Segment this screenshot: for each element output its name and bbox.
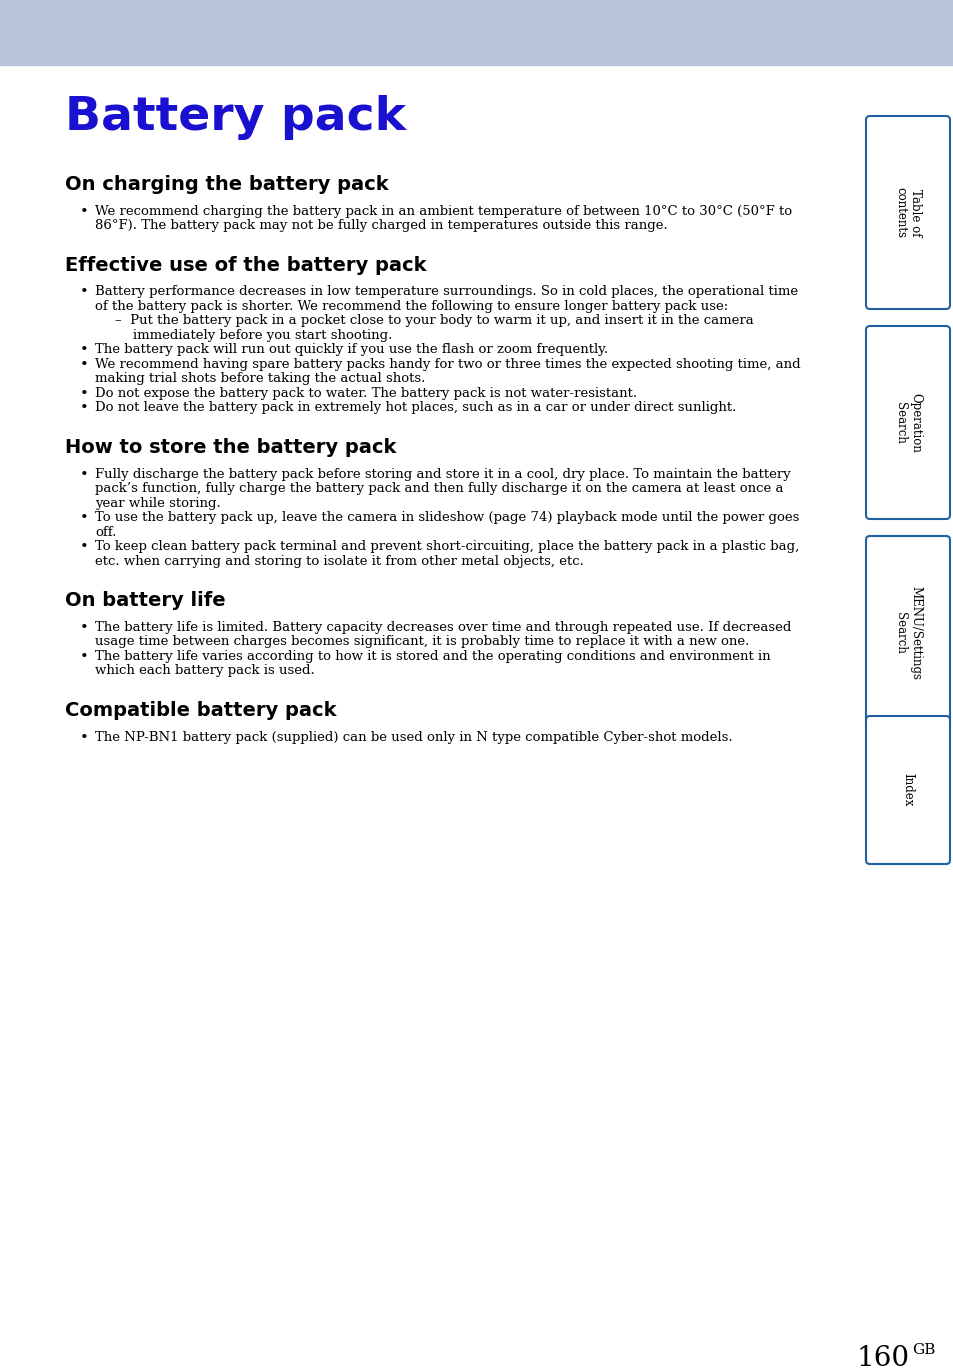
Bar bbox=[0, 0, 953, 64]
Text: The battery life is limited. Battery capacity decreases over time and through re: The battery life is limited. Battery cap… bbox=[95, 620, 791, 634]
Text: To keep clean battery pack terminal and prevent short-circuiting, place the batt: To keep clean battery pack terminal and … bbox=[95, 541, 799, 553]
Text: We recommend having spare battery packs handy for two or three times the expecte: We recommend having spare battery packs … bbox=[95, 357, 800, 371]
Text: •: • bbox=[80, 468, 89, 482]
Text: Table of
contents: Table of contents bbox=[893, 188, 921, 238]
FancyBboxPatch shape bbox=[865, 326, 949, 519]
Text: usage time between charges becomes significant, it is probably time to replace i: usage time between charges becomes signi… bbox=[95, 635, 749, 649]
Text: •: • bbox=[80, 285, 89, 300]
Text: which each battery pack is used.: which each battery pack is used. bbox=[95, 664, 314, 678]
Text: off.: off. bbox=[95, 526, 116, 538]
Text: 160: 160 bbox=[856, 1344, 909, 1369]
Text: •: • bbox=[80, 620, 89, 635]
Text: etc. when carrying and storing to isolate it from other metal objects, etc.: etc. when carrying and storing to isolat… bbox=[95, 554, 583, 568]
Text: •: • bbox=[80, 731, 89, 745]
Text: •: • bbox=[80, 205, 89, 219]
FancyBboxPatch shape bbox=[865, 537, 949, 730]
FancyBboxPatch shape bbox=[865, 716, 949, 864]
Text: •: • bbox=[80, 344, 89, 357]
Text: •: • bbox=[80, 511, 89, 526]
Text: pack’s function, fully charge the battery pack and then fully discharge it on th: pack’s function, fully charge the batter… bbox=[95, 482, 782, 496]
Text: The NP-BN1 battery pack (supplied) can be used only in N type compatible Cyber-s: The NP-BN1 battery pack (supplied) can b… bbox=[95, 731, 732, 743]
Text: 86°F). The battery pack may not be fully charged in temperatures outside this ra: 86°F). The battery pack may not be fully… bbox=[95, 219, 667, 233]
Text: year while storing.: year while storing. bbox=[95, 497, 220, 509]
Text: Battery pack: Battery pack bbox=[65, 94, 406, 140]
Text: Battery performance decreases in low temperature surroundings. So in cold places: Battery performance decreases in low tem… bbox=[95, 285, 798, 298]
FancyBboxPatch shape bbox=[865, 116, 949, 309]
Text: MENU/Settings
Search: MENU/Settings Search bbox=[893, 586, 921, 679]
Text: Index: Index bbox=[901, 773, 914, 806]
Text: of the battery pack is shorter. We recommend the following to ensure longer batt: of the battery pack is shorter. We recom… bbox=[95, 300, 727, 314]
Text: •: • bbox=[80, 650, 89, 664]
Text: We recommend charging the battery pack in an ambient temperature of between 10°C: We recommend charging the battery pack i… bbox=[95, 205, 791, 218]
Text: Fully discharge the battery pack before storing and store it in a cool, dry plac: Fully discharge the battery pack before … bbox=[95, 468, 790, 481]
Text: Effective use of the battery pack: Effective use of the battery pack bbox=[65, 256, 426, 275]
Text: GB: GB bbox=[911, 1343, 934, 1357]
Text: –  Put the battery pack in a pocket close to your body to warm it up, and insert: – Put the battery pack in a pocket close… bbox=[115, 315, 753, 327]
Text: •: • bbox=[80, 387, 89, 401]
Text: Do not expose the battery pack to water. The battery pack is not water-resistant: Do not expose the battery pack to water.… bbox=[95, 387, 637, 400]
Text: Operation
Search: Operation Search bbox=[893, 393, 921, 452]
Text: •: • bbox=[80, 401, 89, 415]
Text: making trial shots before taking the actual shots.: making trial shots before taking the act… bbox=[95, 372, 425, 386]
Text: On battery life: On battery life bbox=[65, 591, 226, 611]
Text: On charging the battery pack: On charging the battery pack bbox=[65, 175, 388, 194]
Text: To use the battery pack up, leave the camera in slideshow (page 74) playback mod: To use the battery pack up, leave the ca… bbox=[95, 511, 799, 524]
Text: Do not leave the battery pack in extremely hot places, such as in a car or under: Do not leave the battery pack in extreme… bbox=[95, 401, 736, 415]
Text: •: • bbox=[80, 357, 89, 372]
Text: The battery pack will run out quickly if you use the flash or zoom frequently.: The battery pack will run out quickly if… bbox=[95, 344, 608, 356]
Text: Compatible battery pack: Compatible battery pack bbox=[65, 701, 336, 720]
Text: immediately before you start shooting.: immediately before you start shooting. bbox=[132, 329, 392, 342]
Text: The battery life varies according to how it is stored and the operating conditio: The battery life varies according to how… bbox=[95, 650, 770, 663]
Text: •: • bbox=[80, 541, 89, 554]
Text: How to store the battery pack: How to store the battery pack bbox=[65, 438, 395, 457]
